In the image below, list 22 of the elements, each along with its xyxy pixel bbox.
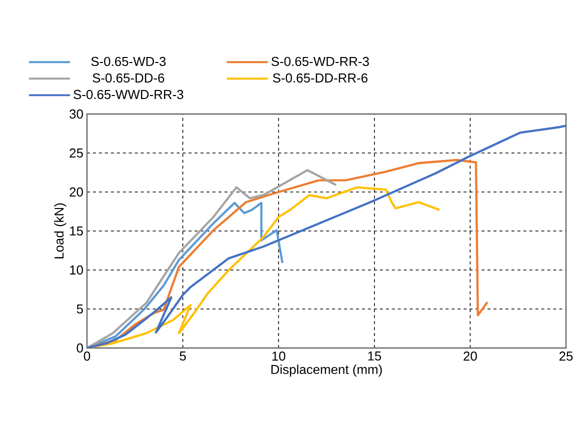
x-tick-label: 10 [272,352,286,361]
legend-label: S-0.65-WD-RR-3 [271,56,369,66]
x-tick-label: 0 [84,352,90,361]
y-tick-label: 0 [76,343,83,353]
x-tick-label: 20 [464,352,477,361]
y-tick-label: 5 [76,304,83,314]
y-tick-label: 30 [70,109,83,119]
y-tick-label: 20 [70,187,83,197]
y-tick-label: 10 [70,265,83,275]
legend-label: S-0.65-WD-3 [91,56,166,66]
x-tick-label: 15 [368,352,382,361]
line-series [87,124,566,348]
y-axis-title: Load (kN) [54,203,66,258]
y-tick-label: 25 [70,148,83,158]
legend-label: S-0.65-DD-RR-6 [272,73,368,83]
legend-label: S-0.65-WWD-RR-3 [74,90,184,100]
legend-label: S-0.65-DD-6 [92,73,164,83]
x-tick-label: 25 [559,352,573,361]
line-series [87,169,338,348]
y-tick-label: 15 [70,226,83,236]
x-axis-title: Displacement (mm) [271,364,382,377]
x-tick-label: 5 [180,352,186,361]
